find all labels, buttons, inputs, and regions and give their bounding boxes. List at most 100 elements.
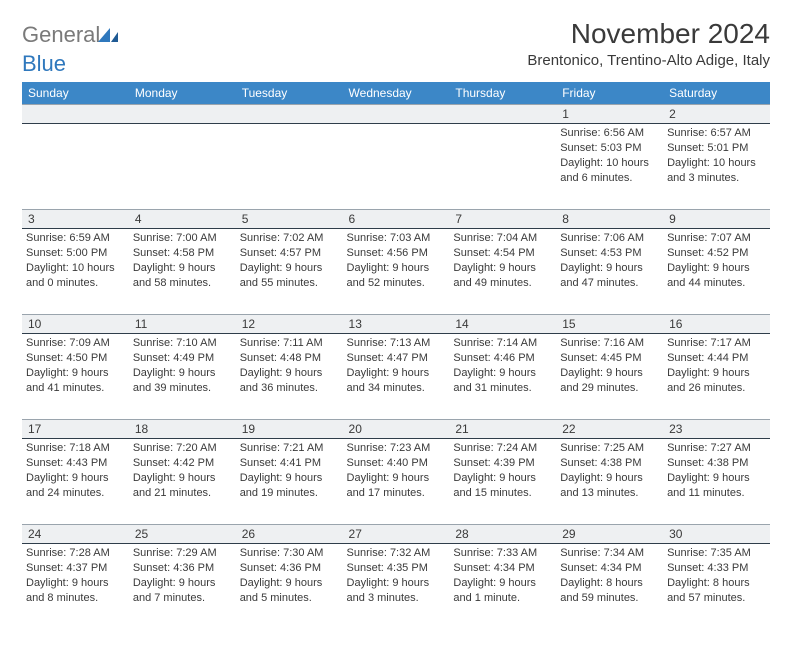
day-number-cell: 28 [449, 525, 556, 544]
calendar-page: General Blue November 2024 Brentonico, T… [0, 0, 792, 648]
daylight-text: Daylight: 9 hours and 19 minutes. [240, 471, 339, 501]
daylight-text: Daylight: 9 hours and 15 minutes. [453, 471, 552, 501]
day-number-cell: 6 [343, 210, 450, 229]
day-cell: Sunrise: 7:03 AMSunset: 4:56 PMDaylight:… [343, 229, 450, 315]
sunrise-text: Sunrise: 7:35 AM [667, 546, 766, 561]
sunset-text: Sunset: 4:45 PM [560, 351, 659, 366]
day-number-cell: 16 [663, 315, 770, 334]
day-cell: Sunrise: 7:29 AMSunset: 4:36 PMDaylight:… [129, 544, 236, 630]
day-number: 16 [669, 317, 682, 331]
daylight-text: Daylight: 9 hours and 44 minutes. [667, 261, 766, 291]
day-cell: Sunrise: 7:28 AMSunset: 4:37 PMDaylight:… [22, 544, 129, 630]
sunset-text: Sunset: 4:44 PM [667, 351, 766, 366]
daylight-text: Daylight: 9 hours and 8 minutes. [26, 576, 125, 606]
sunrise-text: Sunrise: 7:07 AM [667, 231, 766, 246]
day-number-cell: 14 [449, 315, 556, 334]
day-number-row: 34 5678 9 [22, 210, 770, 229]
sunset-text: Sunset: 4:42 PM [133, 456, 232, 471]
day-number-cell [22, 105, 129, 124]
day-cell: Sunrise: 7:18 AMSunset: 4:43 PMDaylight:… [22, 439, 129, 525]
day-number: 30 [669, 527, 682, 541]
day-number: 2 [669, 107, 676, 121]
day-number-cell: 13 [343, 315, 450, 334]
month-title: November 2024 [527, 18, 770, 50]
day-cell: Sunrise: 7:02 AMSunset: 4:57 PMDaylight:… [236, 229, 343, 315]
day-number-cell [129, 105, 236, 124]
day-header-row: SundayMondayTuesdayWednesdayThursdayFrid… [22, 82, 770, 105]
week-row: Sunrise: 7:18 AMSunset: 4:43 PMDaylight:… [22, 439, 770, 525]
day-header: Sunday [22, 82, 129, 105]
day-number-row: 10111213141516 [22, 315, 770, 334]
daylight-text: Daylight: 8 hours and 57 minutes. [667, 576, 766, 606]
day-number: 9 [669, 212, 676, 226]
page-header: General Blue November 2024 Brentonico, T… [22, 18, 770, 76]
day-number: 26 [242, 527, 255, 541]
day-cell: Sunrise: 7:35 AMSunset: 4:33 PMDaylight:… [663, 544, 770, 630]
day-number-row: 12 [22, 105, 770, 124]
day-number: 17 [28, 422, 41, 436]
sunset-text: Sunset: 4:47 PM [347, 351, 446, 366]
daylight-text: Daylight: 9 hours and 1 minute. [453, 576, 552, 606]
sunset-text: Sunset: 4:50 PM [26, 351, 125, 366]
day-number-cell: 17 [22, 420, 129, 439]
day-number: 25 [135, 527, 148, 541]
day-number: 15 [562, 317, 575, 331]
day-cell [129, 124, 236, 210]
day-number-cell: 3 [22, 210, 129, 229]
day-number-cell: 21 [449, 420, 556, 439]
sunset-text: Sunset: 5:01 PM [667, 141, 766, 156]
sunset-text: Sunset: 4:39 PM [453, 456, 552, 471]
sunset-text: Sunset: 4:58 PM [133, 246, 232, 261]
day-number-cell: 10 [22, 315, 129, 334]
sunset-text: Sunset: 4:36 PM [133, 561, 232, 576]
day-cell: Sunrise: 7:06 AMSunset: 4:53 PMDaylight:… [556, 229, 663, 315]
sunrise-text: Sunrise: 7:27 AM [667, 441, 766, 456]
day-number-cell [236, 105, 343, 124]
day-number-cell: 7 [449, 210, 556, 229]
day-number-cell: 20 [343, 420, 450, 439]
day-cell: Sunrise: 7:04 AMSunset: 4:54 PMDaylight:… [449, 229, 556, 315]
day-number-cell: 9 [663, 210, 770, 229]
sunrise-text: Sunrise: 7:16 AM [560, 336, 659, 351]
daylight-text: Daylight: 9 hours and 41 minutes. [26, 366, 125, 396]
sunset-text: Sunset: 4:54 PM [453, 246, 552, 261]
day-number: 8 [562, 212, 569, 226]
day-number-cell: 26 [236, 525, 343, 544]
day-header: Monday [129, 82, 236, 105]
sunrise-text: Sunrise: 7:03 AM [347, 231, 446, 246]
sunset-text: Sunset: 4:53 PM [560, 246, 659, 261]
day-number: 1 [562, 107, 569, 121]
daylight-text: Daylight: 9 hours and 49 minutes. [453, 261, 552, 291]
sunrise-text: Sunrise: 7:32 AM [347, 546, 446, 561]
day-cell: Sunrise: 7:09 AMSunset: 4:50 PMDaylight:… [22, 334, 129, 420]
day-number: 22 [562, 422, 575, 436]
day-number: 4 [135, 212, 142, 226]
day-cell [22, 124, 129, 210]
day-number: 14 [455, 317, 468, 331]
day-cell [236, 124, 343, 210]
day-number-cell: 24 [22, 525, 129, 544]
sunrise-text: Sunrise: 7:02 AM [240, 231, 339, 246]
sunrise-text: Sunrise: 7:00 AM [133, 231, 232, 246]
day-number: 29 [562, 527, 575, 541]
daylight-text: Daylight: 9 hours and 34 minutes. [347, 366, 446, 396]
day-number-cell: 8 [556, 210, 663, 229]
sunrise-text: Sunrise: 7:10 AM [133, 336, 232, 351]
sunset-text: Sunset: 4:37 PM [26, 561, 125, 576]
day-number-cell: 5 [236, 210, 343, 229]
day-number-row: 24252627282930 [22, 525, 770, 544]
sunset-text: Sunset: 4:34 PM [453, 561, 552, 576]
daylight-text: Daylight: 9 hours and 7 minutes. [133, 576, 232, 606]
day-header: Friday [556, 82, 663, 105]
day-number-cell: 4 [129, 210, 236, 229]
day-cell: Sunrise: 7:21 AMSunset: 4:41 PMDaylight:… [236, 439, 343, 525]
day-cell: Sunrise: 7:23 AMSunset: 4:40 PMDaylight:… [343, 439, 450, 525]
day-cell: Sunrise: 7:13 AMSunset: 4:47 PMDaylight:… [343, 334, 450, 420]
day-header: Tuesday [236, 82, 343, 105]
day-cell [343, 124, 450, 210]
logo: General Blue [22, 18, 118, 76]
day-cell: Sunrise: 7:16 AMSunset: 4:45 PMDaylight:… [556, 334, 663, 420]
sunset-text: Sunset: 4:43 PM [26, 456, 125, 471]
daylight-text: Daylight: 9 hours and 17 minutes. [347, 471, 446, 501]
daylight-text: Daylight: 9 hours and 39 minutes. [133, 366, 232, 396]
